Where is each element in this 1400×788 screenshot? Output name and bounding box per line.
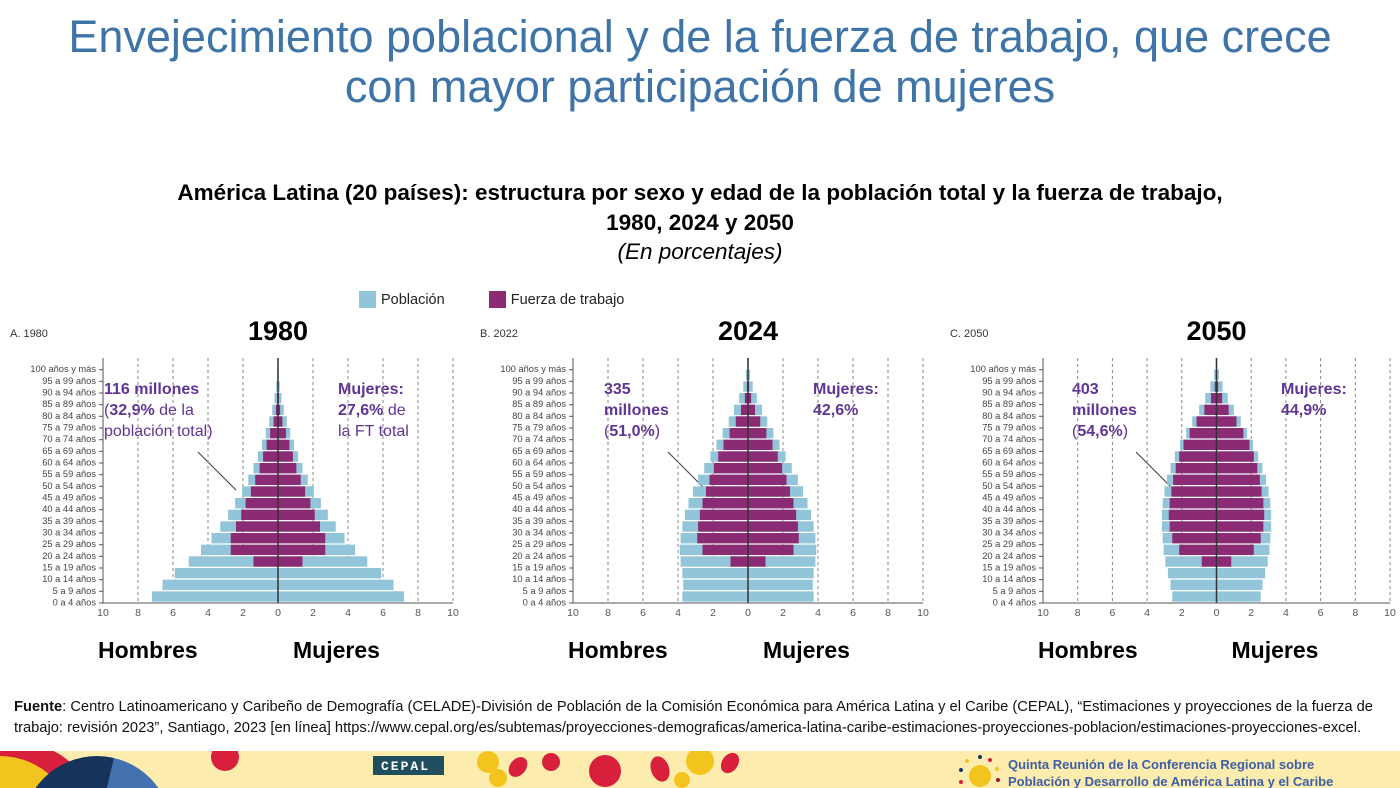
svg-text:2: 2 — [1179, 607, 1185, 619]
svg-text:6: 6 — [170, 607, 176, 619]
svg-text:40 a 44 años: 40 a 44 años — [42, 504, 96, 514]
svg-text:4: 4 — [1144, 607, 1150, 619]
svg-text:6: 6 — [380, 607, 386, 619]
svg-text:4: 4 — [205, 607, 211, 619]
svg-text:10: 10 — [567, 607, 579, 619]
svg-text:50 a 54 años: 50 a 54 años — [982, 481, 1036, 491]
svg-text:100 años y más: 100 años y más — [30, 364, 96, 374]
svg-text:100 años y más: 100 años y más — [970, 364, 1036, 374]
svg-text:30 a 34 años: 30 a 34 años — [42, 528, 96, 538]
svg-text:8: 8 — [885, 607, 891, 619]
svg-text:85 a 89 años: 85 a 89 años — [982, 399, 1036, 409]
svg-text:8: 8 — [605, 607, 611, 619]
svg-text:55 a 59 años: 55 a 59 años — [512, 469, 566, 479]
svg-text:10: 10 — [447, 607, 459, 619]
svg-text:65 a 69 años: 65 a 69 años — [512, 446, 566, 456]
svg-text:20 a 24 años: 20 a 24 años — [512, 551, 566, 561]
svg-text:5 a 9 años: 5 a 9 años — [53, 586, 97, 596]
svg-text:0: 0 — [1214, 607, 1220, 619]
svg-text:40 a 44 años: 40 a 44 años — [982, 504, 1036, 514]
svg-text:2: 2 — [710, 607, 716, 619]
svg-text:60 a 64 años: 60 a 64 años — [982, 458, 1036, 468]
svg-text:15 a 19 años: 15 a 19 años — [982, 563, 1036, 573]
svg-text:30 a 34 años: 30 a 34 años — [512, 528, 566, 538]
svg-text:75 a 79 años: 75 a 79 años — [512, 423, 566, 433]
svg-text:65 a 69 años: 65 a 69 años — [42, 446, 96, 456]
svg-text:4: 4 — [1283, 607, 1289, 619]
svg-text:80 a 84 años: 80 a 84 años — [42, 411, 96, 421]
svg-text:25 a 29 años: 25 a 29 años — [42, 539, 96, 549]
svg-text:50 a 54 años: 50 a 54 años — [42, 481, 96, 491]
svg-text:10: 10 — [1384, 607, 1396, 619]
svg-text:20 a 24 años: 20 a 24 años — [982, 551, 1036, 561]
svg-text:75 a 79 años: 75 a 79 años — [982, 423, 1036, 433]
svg-text:70 a 74 años: 70 a 74 años — [42, 434, 96, 444]
svg-text:0 a 4 años: 0 a 4 años — [53, 598, 97, 608]
svg-text:15 a 19 años: 15 a 19 años — [42, 563, 96, 573]
svg-text:25 a 29 años: 25 a 29 años — [512, 539, 566, 549]
svg-text:15 a 19 años: 15 a 19 años — [512, 563, 566, 573]
svg-text:55 a 59 años: 55 a 59 años — [982, 469, 1036, 479]
svg-text:30 a 34 años: 30 a 34 años — [982, 528, 1036, 538]
svg-text:6: 6 — [850, 607, 856, 619]
svg-text:8: 8 — [1352, 607, 1358, 619]
svg-text:60 a 64 años: 60 a 64 años — [512, 458, 566, 468]
svg-text:85 a 89 años: 85 a 89 años — [512, 399, 566, 409]
svg-text:20 a 24 años: 20 a 24 años — [42, 551, 96, 561]
svg-text:2: 2 — [310, 607, 316, 619]
svg-text:4: 4 — [345, 607, 351, 619]
svg-text:4: 4 — [675, 607, 681, 619]
svg-text:6: 6 — [640, 607, 646, 619]
svg-text:5 a 9 años: 5 a 9 años — [523, 586, 567, 596]
svg-text:70 a 74 años: 70 a 74 años — [512, 434, 566, 444]
svg-text:25 a 29 años: 25 a 29 años — [982, 539, 1036, 549]
svg-text:10: 10 — [1037, 607, 1049, 619]
svg-text:50 a 54 años: 50 a 54 años — [512, 481, 566, 491]
svg-text:80 a 84 años: 80 a 84 años — [982, 411, 1036, 421]
svg-text:75 a 79 años: 75 a 79 años — [42, 423, 96, 433]
svg-text:2: 2 — [780, 607, 786, 619]
svg-text:95 a 99 años: 95 a 99 años — [982, 376, 1036, 386]
svg-text:8: 8 — [135, 607, 141, 619]
svg-text:0 a 4 años: 0 a 4 años — [523, 598, 567, 608]
svg-text:95 a 99 años: 95 a 99 años — [512, 376, 566, 386]
svg-text:5 a 9 años: 5 a 9 años — [993, 586, 1037, 596]
svg-text:10 a 14 años: 10 a 14 años — [512, 574, 566, 584]
svg-text:8: 8 — [415, 607, 421, 619]
svg-text:35 a 39 años: 35 a 39 años — [512, 516, 566, 526]
svg-text:55 a 59 años: 55 a 59 años — [42, 469, 96, 479]
svg-text:70 a 74 años: 70 a 74 años — [982, 434, 1036, 444]
svg-text:10 a 14 años: 10 a 14 años — [982, 574, 1036, 584]
svg-text:90 a 94 años: 90 a 94 años — [512, 388, 566, 398]
svg-text:8: 8 — [1075, 607, 1081, 619]
svg-text:65 a 69 años: 65 a 69 años — [982, 446, 1036, 456]
svg-text:85 a 89 años: 85 a 89 años — [42, 399, 96, 409]
svg-text:6: 6 — [1318, 607, 1324, 619]
svg-text:40 a 44 años: 40 a 44 años — [512, 504, 566, 514]
svg-text:60 a 64 años: 60 a 64 años — [42, 458, 96, 468]
svg-text:0 a 4 años: 0 a 4 años — [993, 598, 1037, 608]
svg-text:10: 10 — [97, 607, 109, 619]
svg-text:4: 4 — [815, 607, 821, 619]
svg-text:90 a 94 años: 90 a 94 años — [982, 388, 1036, 398]
svg-text:45 a 49 años: 45 a 49 años — [42, 493, 96, 503]
svg-text:10 a 14 años: 10 a 14 años — [42, 574, 96, 584]
svg-text:0: 0 — [745, 607, 751, 619]
svg-text:35 a 39 años: 35 a 39 años — [42, 516, 96, 526]
svg-text:2: 2 — [1248, 607, 1254, 619]
svg-text:100 años y más: 100 años y más — [500, 364, 566, 374]
svg-text:90 a 94 años: 90 a 94 años — [42, 388, 96, 398]
svg-text:45 a 49 años: 45 a 49 años — [982, 493, 1036, 503]
svg-text:80 a 84 años: 80 a 84 años — [512, 411, 566, 421]
svg-text:0: 0 — [275, 607, 281, 619]
svg-text:45 a 49 años: 45 a 49 años — [512, 493, 566, 503]
svg-text:35 a 39 años: 35 a 39 años — [982, 516, 1036, 526]
svg-text:10: 10 — [917, 607, 929, 619]
svg-text:95 a 99 años: 95 a 99 años — [42, 376, 96, 386]
svg-text:6: 6 — [1109, 607, 1115, 619]
svg-text:2: 2 — [240, 607, 246, 619]
